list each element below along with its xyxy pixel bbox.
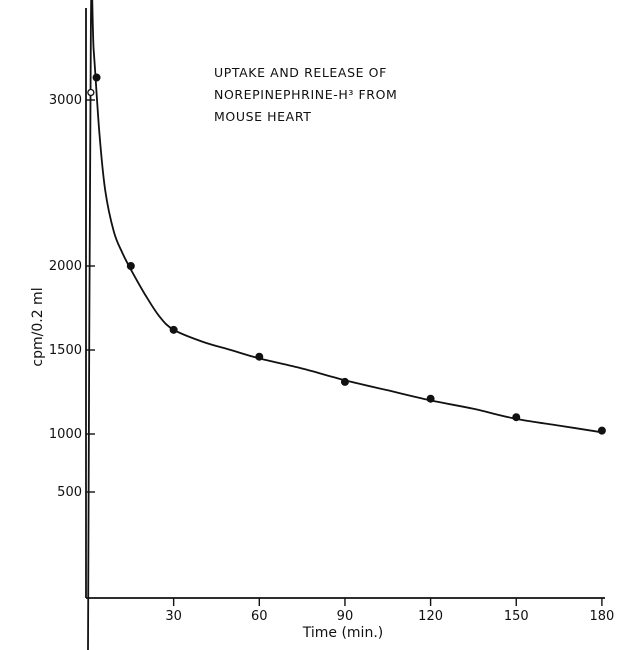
x-axis-title: Time (min.) [302, 625, 384, 641]
y-tick-label: 1000 [49, 427, 82, 442]
data-point [597, 426, 606, 435]
data-point [92, 73, 101, 82]
points-layer [87, 73, 606, 435]
chart-title: UPTAKE AND RELEASE OF NOREPINEPHRINE-H³ … [214, 65, 397, 124]
ticks: 30 60 90 120 150 180 500 1000 1500 2000 3000 [49, 93, 614, 624]
x-tick-label: 150 [504, 609, 529, 624]
y-tick-label: 500 [57, 485, 82, 500]
title-line-2: NOREPINEPHRINE-H³ FROM [214, 87, 397, 102]
x-tick-label: 90 [337, 609, 354, 624]
title-line-1: UPTAKE AND RELEASE OF [214, 65, 387, 80]
x-tick-label: 180 [589, 609, 614, 624]
title-line-3: MOUSE HEART [214, 109, 311, 124]
y-axis-title: cpm/0.2 ml [30, 287, 46, 366]
x-tick-label: 30 [165, 609, 182, 624]
data-point [512, 413, 521, 422]
x-tick-label: 60 [251, 609, 268, 624]
y-tick-label: 2000 [49, 259, 82, 274]
data-point [126, 261, 135, 270]
data-point [340, 377, 349, 386]
data-point [426, 394, 435, 403]
data-point [169, 325, 178, 334]
y-tick-label: 3000 [49, 93, 82, 108]
y-tick-label: 1500 [49, 343, 82, 358]
x-tick-label: 120 [418, 609, 443, 624]
data-point [255, 352, 264, 361]
data-point-open [87, 88, 95, 97]
